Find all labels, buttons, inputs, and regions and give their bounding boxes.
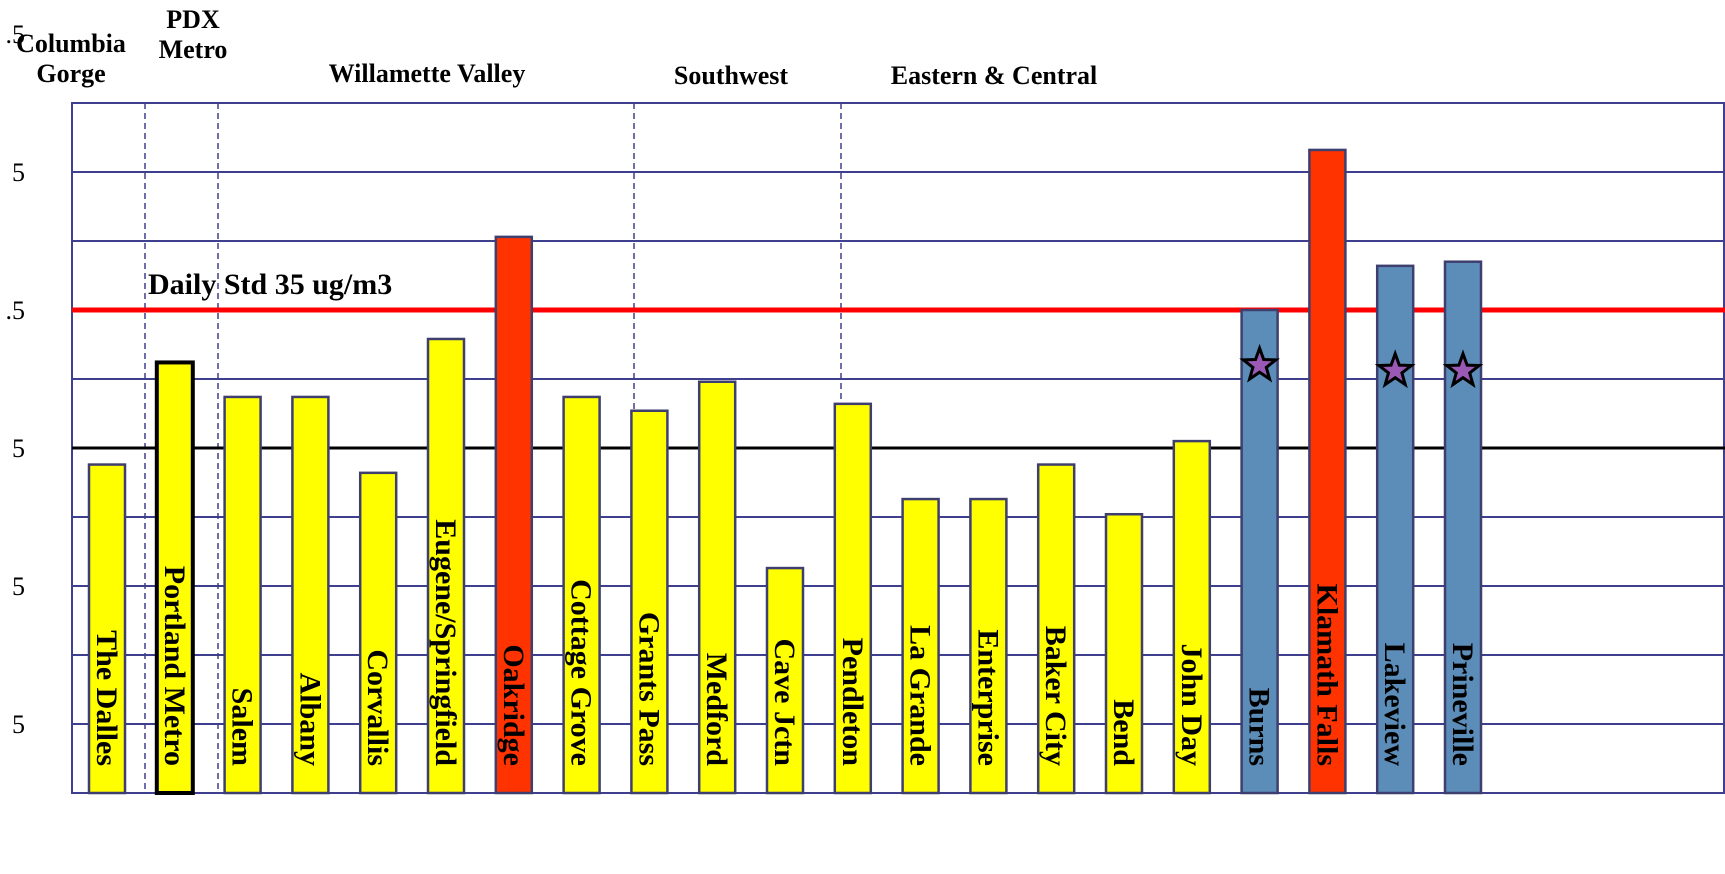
bar-bend bbox=[1104, 512, 1144, 795]
bar-baker-city bbox=[1036, 463, 1076, 795]
bar-label-john-day: John Day bbox=[1175, 643, 1208, 766]
star-burns bbox=[1239, 343, 1280, 383]
y-tick-label: .5 bbox=[6, 296, 26, 325]
bar-portland-metro bbox=[154, 360, 195, 795]
bar-label-cave-jctn: Cave Jctn bbox=[768, 639, 801, 767]
y-tick-label: 5 bbox=[12, 572, 25, 601]
region-label-1: PDX Metro bbox=[159, 5, 228, 64]
bar-label-enterprise: Enterprise bbox=[971, 629, 1004, 766]
bar-label-portland-metro: Portland Metro bbox=[158, 566, 191, 766]
bar-label-salem: Salem bbox=[226, 688, 259, 766]
region-label-3: Southwest bbox=[674, 61, 788, 90]
bar-cave-jctn bbox=[765, 566, 805, 795]
bar-label-grants-pass: Grants Pass bbox=[632, 612, 665, 766]
bar-label-la-grande: La Grande bbox=[904, 625, 937, 766]
bar-label-bend: Bend bbox=[1107, 699, 1140, 766]
y-tick-label: .5 bbox=[6, 20, 26, 49]
bar-eugene-springfield bbox=[426, 337, 466, 795]
bar-label-prineville: Prineville bbox=[1446, 643, 1479, 766]
y-tick-label: 5 bbox=[12, 710, 25, 739]
y-tick-label: 5 bbox=[12, 158, 25, 187]
region-label-line: Metro bbox=[159, 35, 228, 64]
region-label-line: PDX bbox=[166, 5, 220, 34]
bar-label-the-dalles: The Dalles bbox=[90, 630, 123, 766]
region-label-line: Southwest bbox=[674, 61, 788, 90]
region-label-4: Eastern & Central bbox=[891, 61, 1098, 90]
bar-burns bbox=[1240, 308, 1279, 795]
bar-label-lakeview: Lakeview bbox=[1378, 643, 1411, 767]
bar-label-baker-city: Baker City bbox=[1039, 626, 1072, 766]
bar-albany bbox=[291, 395, 330, 795]
region-label-line: Columbia bbox=[16, 29, 126, 58]
region-label-line: Willamette Valley bbox=[329, 59, 526, 88]
y-tick-label: 5 bbox=[12, 434, 25, 463]
bar-label-corvallis: Corvallis bbox=[361, 649, 394, 766]
bar-label-albany: Albany bbox=[293, 673, 326, 766]
bar-label-pendleton: Pendleton bbox=[836, 638, 869, 767]
star-prineville bbox=[1442, 349, 1484, 389]
region-labels: Columbia Gorge PDX Metro Willamette Valley So… bbox=[16, 5, 1097, 90]
bars bbox=[87, 148, 1483, 795]
bar-label-eugene-springfield: Eugene/Springfield bbox=[429, 519, 462, 766]
bar-salem bbox=[223, 395, 262, 795]
bar-the-dalles bbox=[87, 463, 127, 795]
bar-cottage-grove bbox=[562, 395, 601, 795]
bar-la-grande bbox=[901, 497, 940, 795]
bar-john-day bbox=[1172, 439, 1212, 795]
stars bbox=[1239, 343, 1484, 389]
bar-label-klamath-falls: Klamath Falls bbox=[1310, 583, 1343, 766]
bar-pendleton bbox=[833, 402, 873, 795]
region-label-0: Columbia Gorge bbox=[16, 29, 126, 88]
bar-labels: The Dalles Portland Metro Salem Albany Corva… bbox=[90, 519, 1479, 766]
standard-label: Daily Std 35 ug/m3 bbox=[148, 268, 392, 301]
bar-label-oakridge: Oakridge bbox=[497, 644, 530, 766]
bar-corvallis bbox=[358, 471, 398, 795]
bar-klamath-falls bbox=[1308, 148, 1347, 795]
bar-label-medford: Medford bbox=[700, 653, 733, 767]
region-label-line: Eastern & Central bbox=[891, 61, 1098, 90]
bar-label-cottage-grove: Cottage Grove bbox=[565, 579, 598, 766]
star-lakeview bbox=[1374, 349, 1416, 389]
bar-label-burns: Burns bbox=[1243, 688, 1276, 766]
bar-enterprise bbox=[969, 497, 1008, 795]
y-tick-labels: 5 5 5 .5 5 .5 bbox=[6, 20, 26, 739]
bar-grants-pass bbox=[630, 409, 669, 795]
bar-oakridge bbox=[494, 235, 534, 795]
region-label-line: Gorge bbox=[36, 59, 105, 88]
bar-medford bbox=[697, 380, 737, 795]
region-label-2: Willamette Valley bbox=[329, 59, 526, 88]
